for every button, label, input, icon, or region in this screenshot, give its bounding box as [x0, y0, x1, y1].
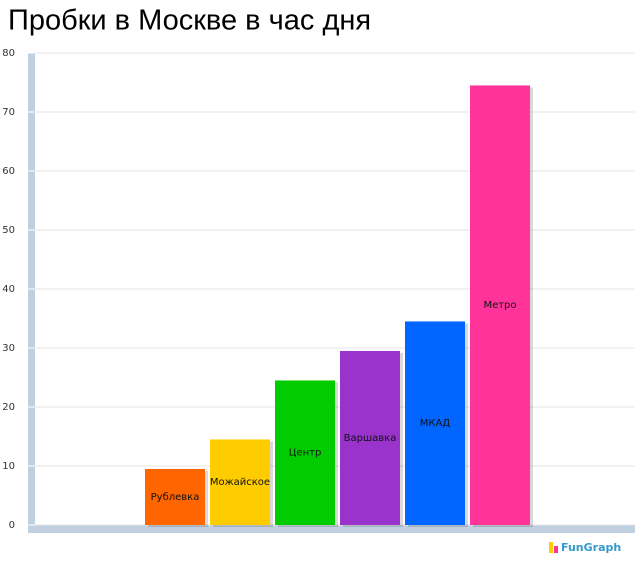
logo-icon [554, 546, 558, 553]
logo: FunGraph [561, 541, 621, 554]
y-tick-label: 40 [2, 284, 15, 295]
y-tick-label: 50 [2, 225, 15, 236]
bar-label: Можайское [210, 477, 270, 488]
bar [210, 439, 270, 525]
y-tick-label: 30 [2, 343, 15, 354]
bar [340, 350, 400, 525]
bar-label: МКАД [420, 418, 451, 429]
bar [470, 85, 530, 525]
chart-title: Пробки в Москве в час дня [8, 5, 371, 37]
logo-icon [549, 542, 553, 553]
y-axis-band [28, 53, 35, 533]
x-axis-band [35, 525, 635, 533]
y-tick-label: 0 [9, 520, 15, 531]
bar [405, 321, 465, 525]
bar-label: Рублевка [151, 492, 200, 503]
y-tick-label: 80 [2, 48, 15, 59]
bar [275, 380, 335, 525]
bar-label: Метро [483, 300, 516, 311]
bar [145, 468, 205, 525]
bar-label: Варшавка [344, 433, 397, 444]
y-tick-label: 10 [2, 461, 15, 472]
y-tick-label: 60 [2, 166, 15, 177]
bar-label: Центр [289, 448, 322, 459]
y-tick-label: 20 [2, 402, 15, 413]
y-tick-label: 70 [2, 107, 15, 118]
